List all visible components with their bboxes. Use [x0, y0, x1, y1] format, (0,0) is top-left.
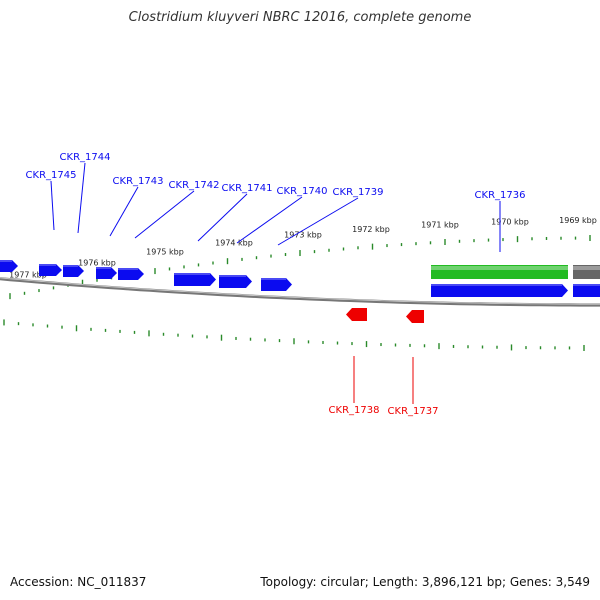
reverse-tick-row [3, 319, 585, 351]
forward-gene-arrow[interactable] [431, 284, 568, 297]
forward-gene-label[interactable]: CKR_1736 [475, 190, 526, 201]
forward-label-callout [77, 162, 86, 234]
forward-gene-arrow[interactable] [219, 275, 252, 288]
forward-gene-label[interactable]: CKR_1745 [26, 170, 77, 181]
forward-gene-label[interactable]: CKR_1739 [333, 187, 384, 198]
gene-track[interactable] [0, 260, 600, 323]
kbp-label: 1976 kbp [78, 258, 116, 267]
genome-backbone [0, 277, 600, 307]
forward-gene-arrow[interactable] [118, 268, 144, 280]
genome-summary-text: Topology: circular; Length: 3,896,121 bp… [260, 575, 590, 589]
forward-gene-arrow[interactable] [0, 260, 18, 272]
forward-gene-arrow[interactable] [96, 267, 117, 279]
kbp-label: 1970 kbp [491, 217, 529, 226]
genome-line-highlight [0, 277, 600, 305]
forward-gene-arrow[interactable] [63, 265, 84, 277]
forward-gene-arrow[interactable] [39, 264, 62, 276]
gene-shine [573, 266, 600, 270]
kbp-label: 1977 kbp [9, 271, 47, 280]
reverse-gene-label[interactable]: CKR_1737 [388, 406, 439, 417]
forward-label-callout [50, 180, 55, 231]
forward-gene-label[interactable]: CKR_1741 [222, 183, 273, 194]
gene-labels[interactable]: CKR_1745 CKR_1744 CKR_1743 CKR_1742 CKR_1741… [26, 152, 526, 417]
accession-text: Accession: NC_011837 [10, 575, 147, 589]
kbp-label: 1971 kbp [421, 220, 459, 229]
reverse-gene-arrow[interactable] [406, 310, 424, 323]
kbp-label: 1972 kbp [352, 225, 390, 234]
forward-label-callout [109, 186, 139, 237]
forward-gene-arrow[interactable] [261, 278, 292, 291]
forward-gene-label[interactable]: CKR_1742 [169, 180, 220, 191]
forward-label-callout [197, 193, 248, 242]
forward-label-callout [236, 196, 303, 244]
other-gene-bar[interactable] [573, 265, 600, 279]
forward-gene-label[interactable]: CKR_1740 [277, 186, 328, 197]
kbp-label: 1969 kbp [559, 216, 597, 225]
kbp-label: 1973 kbp [284, 231, 322, 240]
forward-gene-label[interactable]: CKR_1743 [113, 176, 164, 187]
kbp-label: 1975 kbp [146, 248, 184, 257]
forward-gene-arrow[interactable] [174, 273, 216, 286]
forward-gene-label[interactable]: CKR_1744 [60, 152, 111, 163]
gene-shine [431, 266, 568, 270]
kbp-label: 1974 kbp [215, 238, 253, 247]
forward-label-callout [277, 197, 359, 246]
reverse-gene-arrow[interactable] [346, 308, 367, 321]
genome-title: Clostridium kluyveri NBRC 12016, complet… [128, 10, 472, 25]
forward-gene-arrow[interactable] [573, 284, 600, 297]
genome-line [0, 277, 600, 307]
rna-gene-bar[interactable] [431, 265, 568, 279]
kbp-scale-labels: 1977 kbp 1976 kbp 1975 kbp 1974 kbp 1973 kbp… [9, 216, 597, 280]
forward-label-callout [134, 190, 195, 239]
reverse-gene-label[interactable]: CKR_1738 [329, 405, 380, 416]
